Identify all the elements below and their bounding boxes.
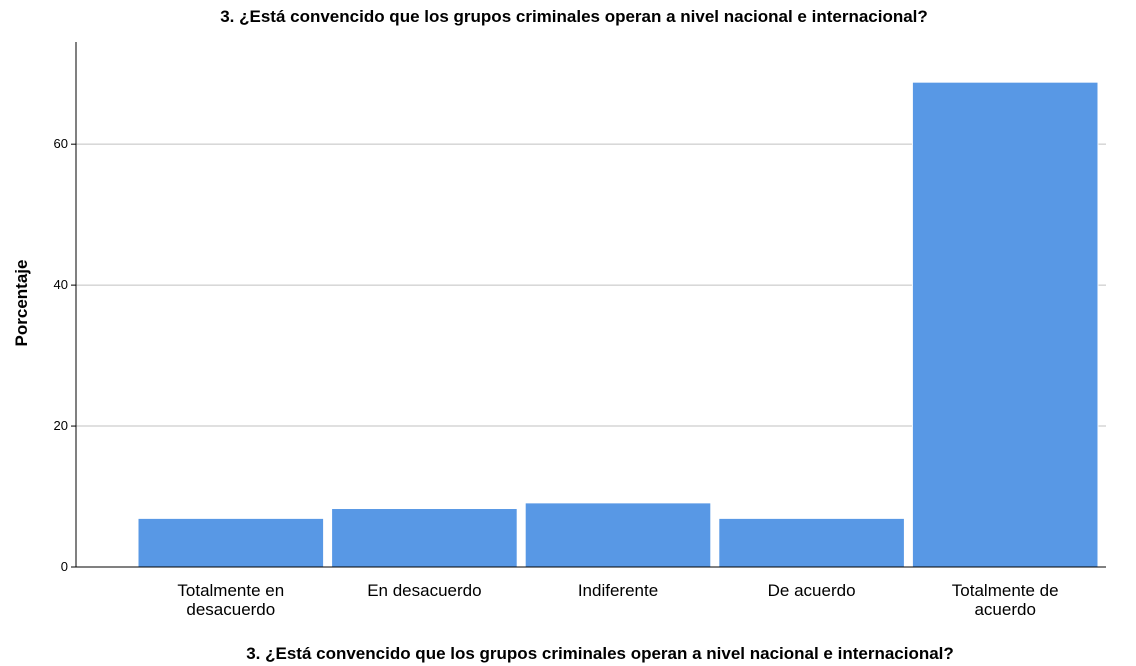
bar-4 (911, 81, 1099, 568)
y-tick-label-20: 20 (54, 418, 68, 433)
x-tick-labels: Totalmente en desacuerdo En desacuerdo Indi… (177, 581, 1058, 619)
bars (137, 81, 1099, 568)
bar-1 (331, 508, 518, 568)
chart-title: 3. ¿Está convencido que los grupos crimi… (220, 7, 928, 26)
y-tick-label-60: 60 (54, 136, 68, 151)
y-tick-labels: 0 20 40 60 (54, 136, 68, 574)
bar-2 (524, 502, 712, 568)
x-tick-label-0: Totalmente en desacuerdo (177, 581, 284, 619)
x-tick-label-3: De acuerdo (768, 581, 856, 600)
y-tick-label-0: 0 (61, 559, 68, 574)
x-tick-label-2: Indiferente (578, 581, 658, 600)
x-tick-label-4: Totalmente de acuerdo (952, 581, 1059, 619)
x-tick-label-1: En desacuerdo (367, 581, 481, 600)
bar-3 (718, 517, 905, 568)
y-axis-label: Porcentaje (12, 260, 31, 347)
x-axis-label: 3. ¿Está convencido que los grupos crimi… (246, 644, 954, 663)
bar-0 (137, 517, 325, 568)
axes (71, 42, 1106, 568)
y-tick-label-40: 40 (54, 277, 68, 292)
